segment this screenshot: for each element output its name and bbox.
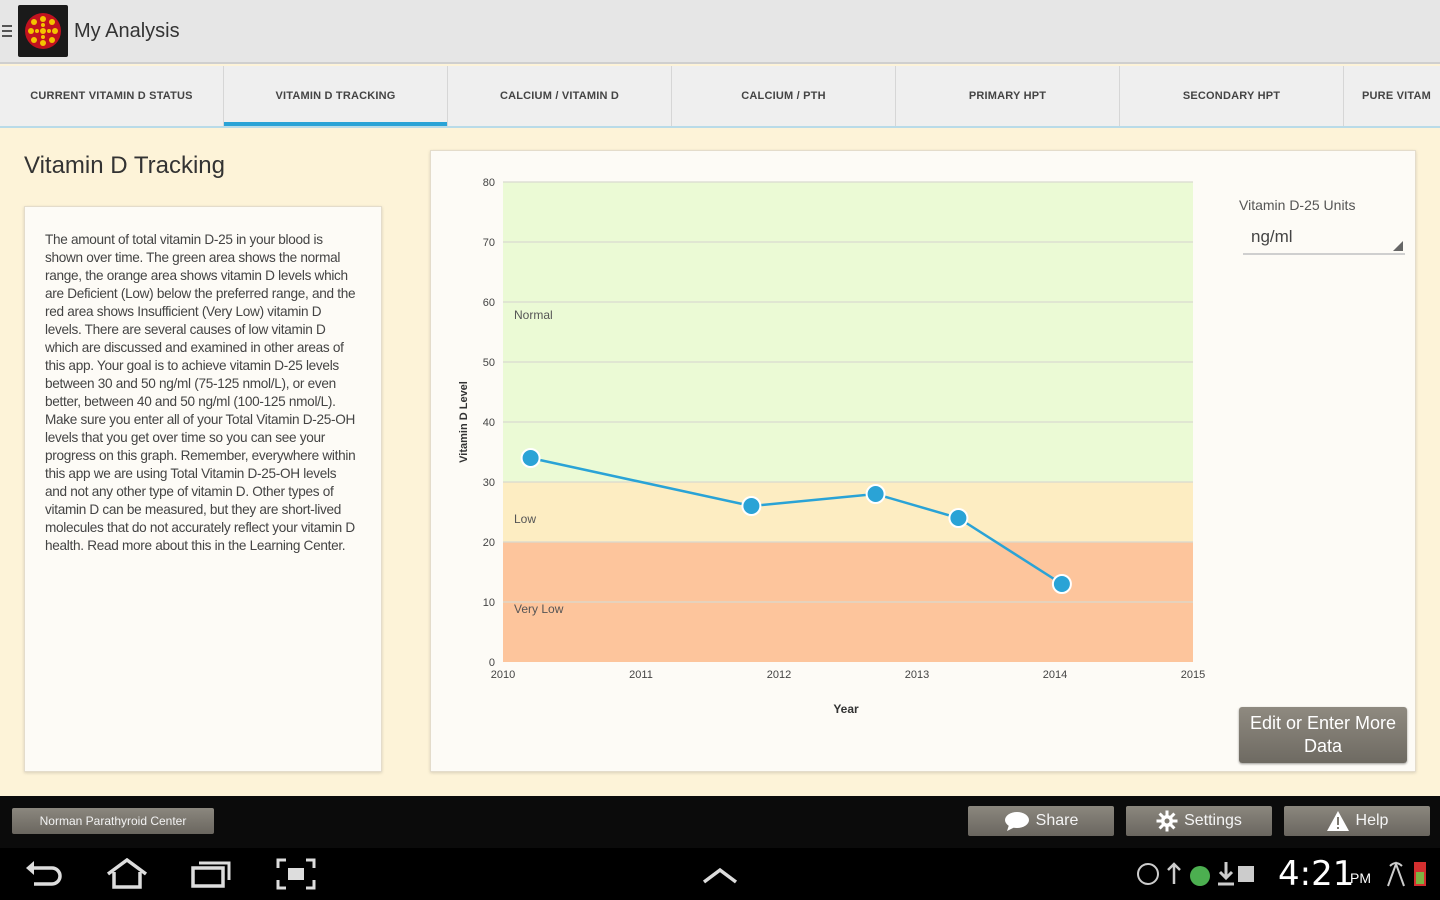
band-label: Very Low [514,602,564,616]
tab-calcium-pth[interactable]: CALCIUM / PTH [672,66,896,126]
back-icon[interactable] [24,858,64,890]
description-card: The amount of total vitamin D-25 in your… [24,206,382,772]
y-tick-label: 40 [483,417,495,429]
data-point [865,484,886,504]
help-label: Help [1355,812,1389,829]
y-tick-label: 80 [483,177,495,189]
norman-parathyroid-center-button[interactable]: Norman Parathyroid Center [12,808,214,834]
band-normal [503,182,1193,482]
chart-card: 0 10 20 30 40 50 60 70 80 2010 2011 2012 2013 2014 201… [430,150,1416,772]
signal-battery-icons [1387,861,1426,887]
y-tick-label: 60 [483,297,495,309]
y-tick-label: 20 [483,537,495,549]
edit-data-button[interactable]: Edit or Enter More Data [1239,707,1407,763]
app-logo[interactable] [18,5,68,57]
tab-secondary-hpt[interactable]: SECONDARY HPT [1120,66,1344,126]
description-text: The amount of total vitamin D-25 in your… [45,232,356,553]
action-bar: My Analysis [0,0,1440,64]
data-point [520,448,541,468]
screenshot-icon[interactable] [276,858,316,890]
units-label: Vitamin D-25 Units [1239,197,1356,213]
system-nav-bar: 4:21 PM [0,848,1440,900]
tab-primary-hpt[interactable]: PRIMARY HPT [896,66,1120,126]
settings-button[interactable]: Settings [1126,806,1272,836]
app-title: My Analysis [74,19,180,42]
logo-icon [25,13,61,49]
band-low [503,482,1193,542]
gear-icon [1156,810,1178,832]
x-tick-label: 2010 [491,669,515,681]
chevron-up-icon[interactable] [700,858,740,890]
dropdown-caret-icon [1393,241,1403,251]
x-tick-label: 2015 [1181,669,1205,681]
y-tick-label: 10 [483,597,495,609]
tab-vitamin-d-tracking[interactable]: VITAMIN D TRACKING [224,66,448,126]
band-label: Normal [514,308,553,322]
vitamin-d-chart: 0 10 20 30 40 50 60 70 80 2010 2011 2012 2013 2014 201… [458,177,1205,716]
x-tick-label: 2012 [767,669,791,681]
help-button[interactable]: Help [1284,806,1430,836]
clock: 4:21 [1278,854,1355,894]
y-tick-label: 30 [483,477,495,489]
y-tick-label: 0 [489,657,495,669]
clock-ampm: PM [1350,870,1371,886]
units-select[interactable]: ng/ml [1243,221,1405,255]
notification-icons [1137,862,1254,886]
x-tick-label: 2013 [905,669,929,681]
menu-icon[interactable] [2,22,16,40]
warning-icon [1326,811,1349,831]
y-tick-label: 50 [483,357,495,369]
y-axis-label: Vitamin D Level [458,381,470,463]
settings-label: Settings [1184,812,1242,829]
data-point [741,496,762,516]
recent-apps-icon[interactable] [190,858,232,890]
y-tick-label: 70 [483,237,495,249]
band-label: Low [514,512,536,526]
bottom-bar: Norman Parathyroid Center Share Settings [0,796,1440,848]
data-point [1051,574,1072,594]
page-title: Vitamin D Tracking [24,152,225,179]
home-icon[interactable] [104,858,150,890]
x-tick-label: 2011 [629,669,653,681]
units-value: ng/ml [1251,227,1293,246]
data-point [948,508,969,528]
tab-calcium-vitamin-d[interactable]: CALCIUM / VITAMIN D [448,66,672,126]
share-button[interactable]: Share [968,806,1114,836]
x-tick-label: 2014 [1043,669,1067,681]
share-label: Share [1035,812,1079,829]
tab-current-vitamin-d-status[interactable]: CURRENT VITAMIN D STATUS [0,66,224,126]
x-axis-label: Year [833,702,859,716]
tab-strip: CURRENT VITAMIN D STATUS VITAMIN D TRACK… [0,66,1440,128]
speech-bubble-icon [1004,812,1029,831]
tab-pure-vitamin[interactable]: PURE VITAM [1344,66,1440,126]
